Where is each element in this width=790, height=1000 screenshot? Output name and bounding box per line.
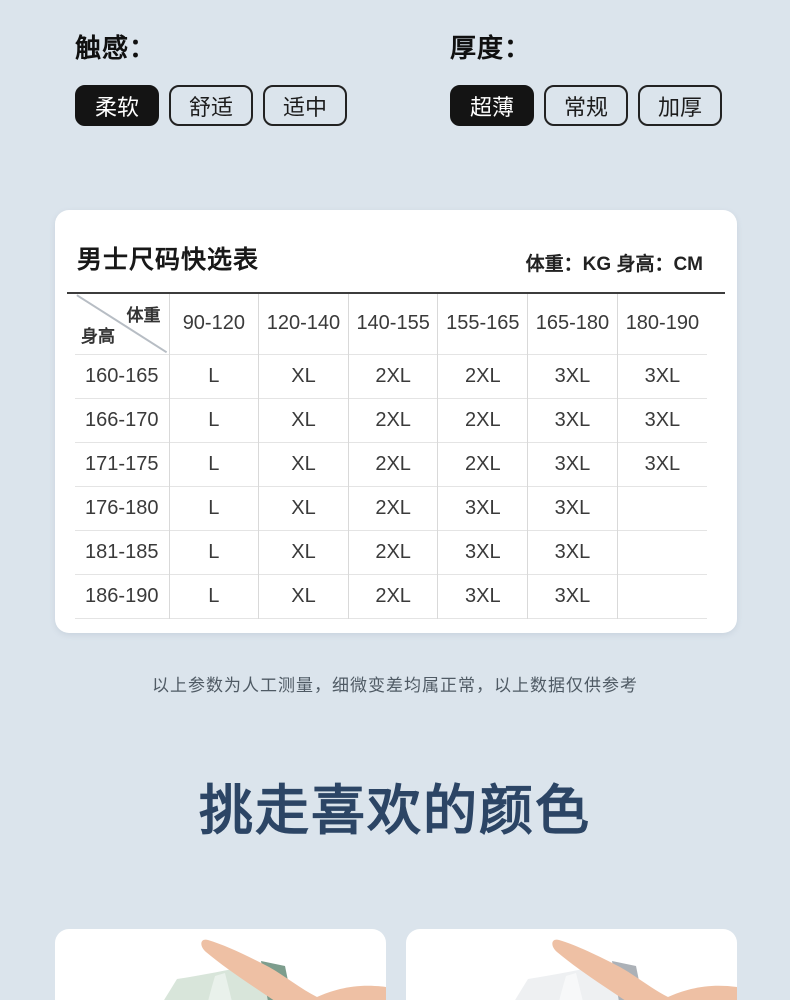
size-cell: XL xyxy=(258,530,349,574)
size-cell: 2XL xyxy=(347,530,438,574)
chip-regular[interactable]: 常规 xyxy=(544,85,629,126)
col-header: 155-165 xyxy=(437,294,528,354)
corner-weight-label: 体重 xyxy=(126,306,161,325)
size-cell: 2XL xyxy=(347,442,438,486)
size-cell: L xyxy=(168,530,259,574)
hand-holding-green-garment-image xyxy=(163,939,386,1000)
size-cell: 2XL xyxy=(437,398,528,442)
size-chart-card: 男士尺码快选表 体重：KG 身高：CM 体重 身高 90-120 120-140… xyxy=(55,210,737,633)
attribute-filters: 触感： 柔软 舒适 适中 厚度： 超薄 常规 加厚 xyxy=(0,0,790,126)
table-row: 176-180 L XL 2XL 3XL 3XL xyxy=(75,486,707,530)
size-cell: 3XL xyxy=(437,530,528,574)
col-header: 180-190 xyxy=(616,294,707,354)
table-row: 160-165 L XL 2XL 2XL 3XL 3XL xyxy=(75,354,707,398)
size-table-header-row: 体重 身高 90-120 120-140 140-155 155-165 165… xyxy=(75,294,707,354)
col-header: 140-155 xyxy=(347,294,438,354)
corner-height-label: 身高 xyxy=(81,326,115,346)
measurement-disclaimer: 以上参数为人工测量，细微变差均属正常，以上数据仅供参考 xyxy=(152,675,638,695)
size-cell: 2XL xyxy=(437,442,528,486)
table-row: 171-175 L XL 2XL 2XL 3XL 3XL xyxy=(75,442,707,486)
size-cell: 2XL xyxy=(347,354,438,398)
attr-group-touch: 触感： 柔软 舒适 适中 xyxy=(75,28,450,126)
size-cell xyxy=(616,530,707,574)
size-cell: 3XL xyxy=(527,354,618,398)
col-header: 165-180 xyxy=(527,294,618,354)
size-cell: 3XL xyxy=(527,486,618,530)
diagonal-line xyxy=(75,294,169,354)
size-cell: 2XL xyxy=(347,486,438,530)
color-photo-row xyxy=(55,928,790,1000)
hand-holding-gray-garment-image xyxy=(514,939,737,1000)
size-cell: 2XL xyxy=(437,354,528,398)
size-cell xyxy=(616,574,707,618)
size-chart-title: 男士尺码快选表 xyxy=(77,246,260,274)
corner-cell: 体重 身高 xyxy=(75,294,169,354)
chip-thick[interactable]: 加厚 xyxy=(638,85,723,126)
size-cell: XL xyxy=(258,442,349,486)
size-cell: L xyxy=(168,398,259,442)
chip-ultrathin[interactable]: 超薄 xyxy=(450,85,535,126)
color-section-title: 挑走喜欢的颜色 xyxy=(199,780,591,841)
size-cell: 3XL xyxy=(616,398,707,442)
col-header: 90-120 xyxy=(168,294,259,354)
chip-soft[interactable]: 柔软 xyxy=(75,85,160,126)
size-table: 体重 身高 90-120 120-140 140-155 155-165 165… xyxy=(75,294,707,619)
row-header: 160-165 xyxy=(85,364,159,387)
chip-comfortable[interactable]: 舒适 xyxy=(169,85,254,126)
col-header: 120-140 xyxy=(258,294,349,354)
size-cell: 3XL xyxy=(616,442,707,486)
size-cell: 2XL xyxy=(347,398,438,442)
row-header: 166-170 xyxy=(85,408,159,431)
unit-note: 体重：KG 身高：CM xyxy=(525,254,703,275)
chip-medium[interactable]: 适中 xyxy=(263,85,348,126)
row-header: 186-190 xyxy=(85,584,159,607)
touch-label: 触感： xyxy=(75,33,157,63)
size-cell: L xyxy=(168,354,259,398)
size-cell: L xyxy=(168,574,259,618)
size-cell: XL xyxy=(258,354,349,398)
row-header: 171-175 xyxy=(85,452,159,475)
size-chart-header: 男士尺码快选表 体重：KG 身高：CM xyxy=(55,210,737,292)
size-cell: 3XL xyxy=(527,398,618,442)
header-divider xyxy=(67,292,725,294)
table-row: 166-170 L XL 2XL 2XL 3XL 3XL xyxy=(75,398,707,442)
thickness-label: 厚度： xyxy=(450,33,532,63)
product-photo-green xyxy=(55,928,386,1000)
thickness-chips: 超薄 常规 加厚 xyxy=(450,85,723,126)
size-cell: 3XL xyxy=(437,486,528,530)
attr-group-thickness: 厚度： 超薄 常规 加厚 xyxy=(450,28,723,126)
table-row: 181-185 L XL 2XL 3XL 3XL xyxy=(75,530,707,574)
size-cell: XL xyxy=(258,486,349,530)
size-cell: 3XL xyxy=(527,574,618,618)
size-cell: 2XL xyxy=(347,574,438,618)
size-cell: 3XL xyxy=(437,574,528,618)
size-cell: L xyxy=(168,486,259,530)
table-row: 186-190 L XL 2XL 3XL 3XL xyxy=(75,574,707,618)
touch-chips: 柔软 舒适 适中 xyxy=(75,85,450,126)
row-header: 181-185 xyxy=(85,540,159,563)
size-cell: 3XL xyxy=(527,442,618,486)
row-header: 176-180 xyxy=(85,496,159,519)
size-cell: XL xyxy=(258,574,349,618)
size-cell: XL xyxy=(258,398,349,442)
size-cell: 3XL xyxy=(616,354,707,398)
size-cell xyxy=(616,486,707,530)
size-cell: L xyxy=(168,442,259,486)
size-cell: 3XL xyxy=(527,530,618,574)
product-photo-gray xyxy=(406,928,737,1000)
